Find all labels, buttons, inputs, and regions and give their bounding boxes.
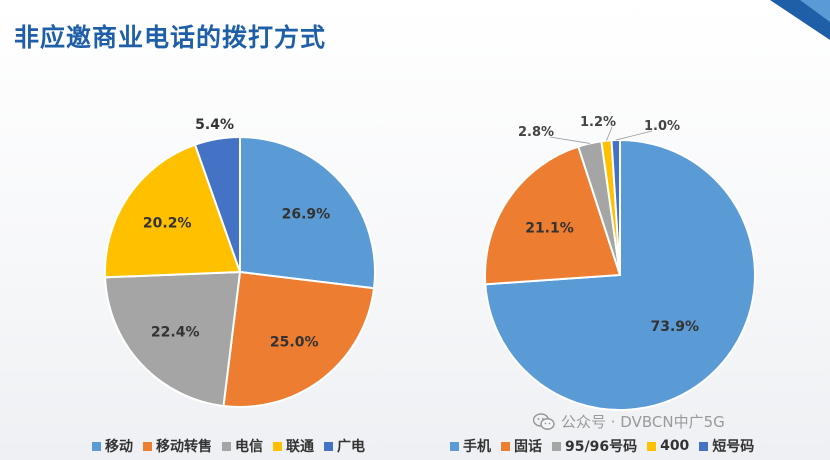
- legend-label: 手机: [463, 439, 491, 455]
- legend-swatch: [324, 441, 333, 451]
- legend-swatch: [647, 441, 657, 451]
- pie-slice-0-1: [222, 270, 376, 408]
- data-label-0-3: 20.2%: [143, 216, 192, 232]
- legend-item-1-1: 固话: [501, 436, 542, 456]
- legend-swatch: [699, 441, 709, 451]
- leader-line-1-2: [549, 136, 590, 144]
- leader-line-1-3: [606, 126, 613, 141]
- legend-number-types: 手机 固话 95/96号码 400 短号码: [450, 436, 754, 456]
- legend-label: 移动转售: [156, 439, 212, 455]
- data-label-0-2: 22.4%: [151, 325, 200, 341]
- data-label-0-0: 26.9%: [282, 207, 331, 223]
- watermark: 公众号 · DVBCN中广5G: [533, 411, 725, 432]
- data-label-1-0: 73.9%: [651, 319, 700, 335]
- legend-swatch: [501, 441, 510, 451]
- legend-label: 固话: [514, 439, 542, 455]
- legend-item-1-4: 短号码: [699, 436, 754, 456]
- legend-swatch: [552, 441, 561, 451]
- legend-swatch: [143, 441, 152, 451]
- legend-item-1-0: 手机: [450, 436, 491, 456]
- pie-slice-1-4: [610, 138, 621, 276]
- legend-item-0-1: 移动转售: [143, 436, 212, 456]
- legend-label: 短号码: [712, 439, 755, 455]
- data-label-0-1: 25.0%: [270, 334, 319, 350]
- legend-label: 400: [660, 438, 690, 454]
- pie-slice-0-4: [193, 135, 241, 273]
- legend-item-0-2: 电信: [222, 436, 263, 456]
- legend-operators: 移动 移动转售 电信 联通 广电: [92, 436, 365, 456]
- legend-label: 移动: [105, 439, 133, 455]
- legend-label: 电信: [235, 439, 263, 455]
- legend-item-0-4: 广电: [324, 436, 365, 456]
- pie-slice-1-1: [483, 145, 622, 286]
- data-label-0-4: 5.4%: [195, 117, 234, 133]
- pie-slice-0-2: [104, 270, 242, 408]
- legend-label: 95/96号码: [565, 439, 638, 455]
- legend-swatch: [92, 441, 101, 451]
- pie-slice-0-0: [239, 135, 376, 290]
- legend-label: 广电: [337, 439, 365, 455]
- data-label-1-2: 2.8%: [518, 125, 554, 140]
- wechat-icon: [533, 412, 555, 430]
- legend-item-1-3: 400: [647, 438, 689, 454]
- legend-swatch: [222, 441, 231, 451]
- corner-decoration: [770, 0, 830, 40]
- data-label-1-3: 1.2%: [580, 115, 616, 130]
- legend-swatch: [273, 441, 282, 451]
- data-label-1-4: 1.0%: [644, 119, 680, 134]
- page-title: 非应邀商业电话的拨打方式: [14, 23, 327, 52]
- pie-chart-operators: 26.9% 25.0% 22.4% 20.2% 5.4%: [104, 117, 376, 408]
- legend-item-1-2: 95/96号码: [552, 436, 637, 456]
- legend-label: 联通: [286, 439, 314, 455]
- legend-item-0-3: 联通: [273, 436, 314, 456]
- pie-chart-number-types: 73.9% 21.1% 2.8% 1.2% 1.0%: [483, 115, 756, 411]
- legend-swatch: [450, 441, 459, 451]
- legend-item-0-0: 移动: [92, 436, 133, 456]
- watermark-text: 公众号 · DVBCN中广5G: [561, 413, 725, 431]
- leader-line-1-4: [615, 130, 653, 141]
- data-label-1-1: 21.1%: [525, 220, 574, 236]
